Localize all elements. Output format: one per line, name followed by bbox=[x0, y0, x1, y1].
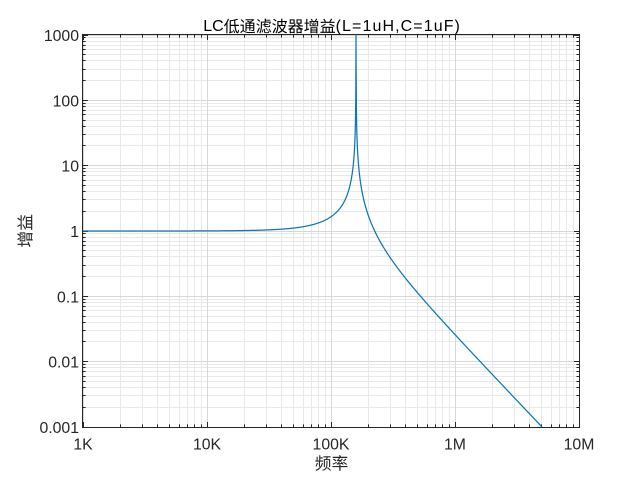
svg-text:0.001: 0.001 bbox=[39, 420, 79, 437]
svg-text:10M: 10M bbox=[564, 436, 595, 453]
svg-text:(L=1uH,C=1uF): (L=1uH,C=1uF) bbox=[336, 18, 461, 35]
svg-text:1000: 1000 bbox=[44, 28, 79, 45]
svg-text:LC: LC bbox=[203, 18, 223, 35]
svg-text:10K: 10K bbox=[193, 436, 222, 453]
svg-text:1M: 1M bbox=[444, 436, 466, 453]
svg-text:0.01: 0.01 bbox=[48, 355, 79, 372]
svg-text:100: 100 bbox=[53, 93, 80, 110]
svg-text:100K: 100K bbox=[313, 436, 350, 453]
svg-text:0.1: 0.1 bbox=[57, 289, 79, 306]
svg-text:10: 10 bbox=[61, 159, 79, 176]
svg-text:1: 1 bbox=[70, 224, 79, 241]
svg-text:1K: 1K bbox=[73, 436, 93, 453]
